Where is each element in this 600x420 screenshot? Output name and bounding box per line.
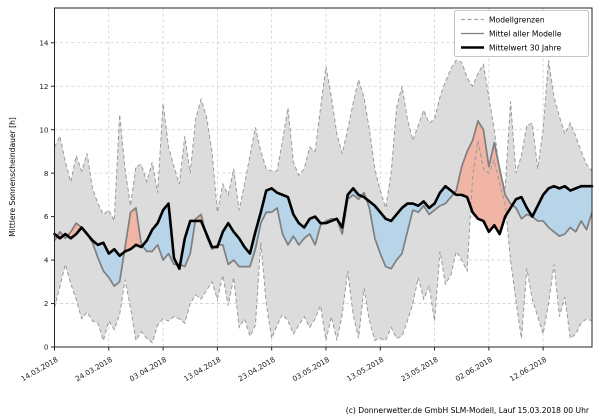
y-tick-label: 2 (44, 299, 49, 308)
x-tick-label: 24.03.2018 (74, 355, 115, 384)
x-tick-label: 14.03.2018 (19, 355, 60, 384)
mean-30y-line (53, 184, 594, 271)
x-tick-label: 03.04.2018 (128, 355, 169, 384)
model-bound-lines (54, 59, 593, 344)
y-tick-label: 6 (44, 212, 49, 221)
x-tick-label: 23.04.2018 (237, 355, 278, 384)
y-tick-label: 0 (44, 343, 49, 352)
x-tick-label: 02.06.2018 (454, 355, 495, 384)
plot-frame (54, 7, 593, 348)
legend-label: Modellgrenzen (489, 15, 545, 24)
x-tick-label: 13.05.2018 (345, 355, 386, 384)
x-tick-label: 03.05.2018 (291, 355, 332, 384)
y-tick-label: 8 (44, 169, 49, 178)
y-tick-label: 14 (39, 38, 49, 47)
copyright-caption: (c) Donnerwetter.de GmbH SLM-Modell, Lau… (345, 406, 589, 415)
x-tick-label: 23.05.2018 (399, 355, 440, 384)
legend-label: Mittelwert 30 Jahre (489, 43, 562, 52)
y-tick-label: 10 (39, 125, 49, 134)
model-range-band (54, 60, 592, 343)
x-tick-label: 12.06.2018 (508, 355, 549, 384)
y-tick-label: 4 (44, 256, 49, 265)
x-tick-label: 13.04.2018 (182, 355, 223, 384)
y-tick-label: 12 (39, 82, 48, 91)
y-axis-label: Mittlere Sonnenscheindauer [h] (8, 117, 17, 237)
legend-label: Mittel aller Modelle (489, 29, 562, 38)
lower-bound-line (54, 140, 593, 344)
legend-box (454, 10, 589, 57)
legend: Modellgrenzen Mittel aller Modelle Mittelw… (454, 10, 589, 57)
upper-bound-line (54, 59, 593, 223)
